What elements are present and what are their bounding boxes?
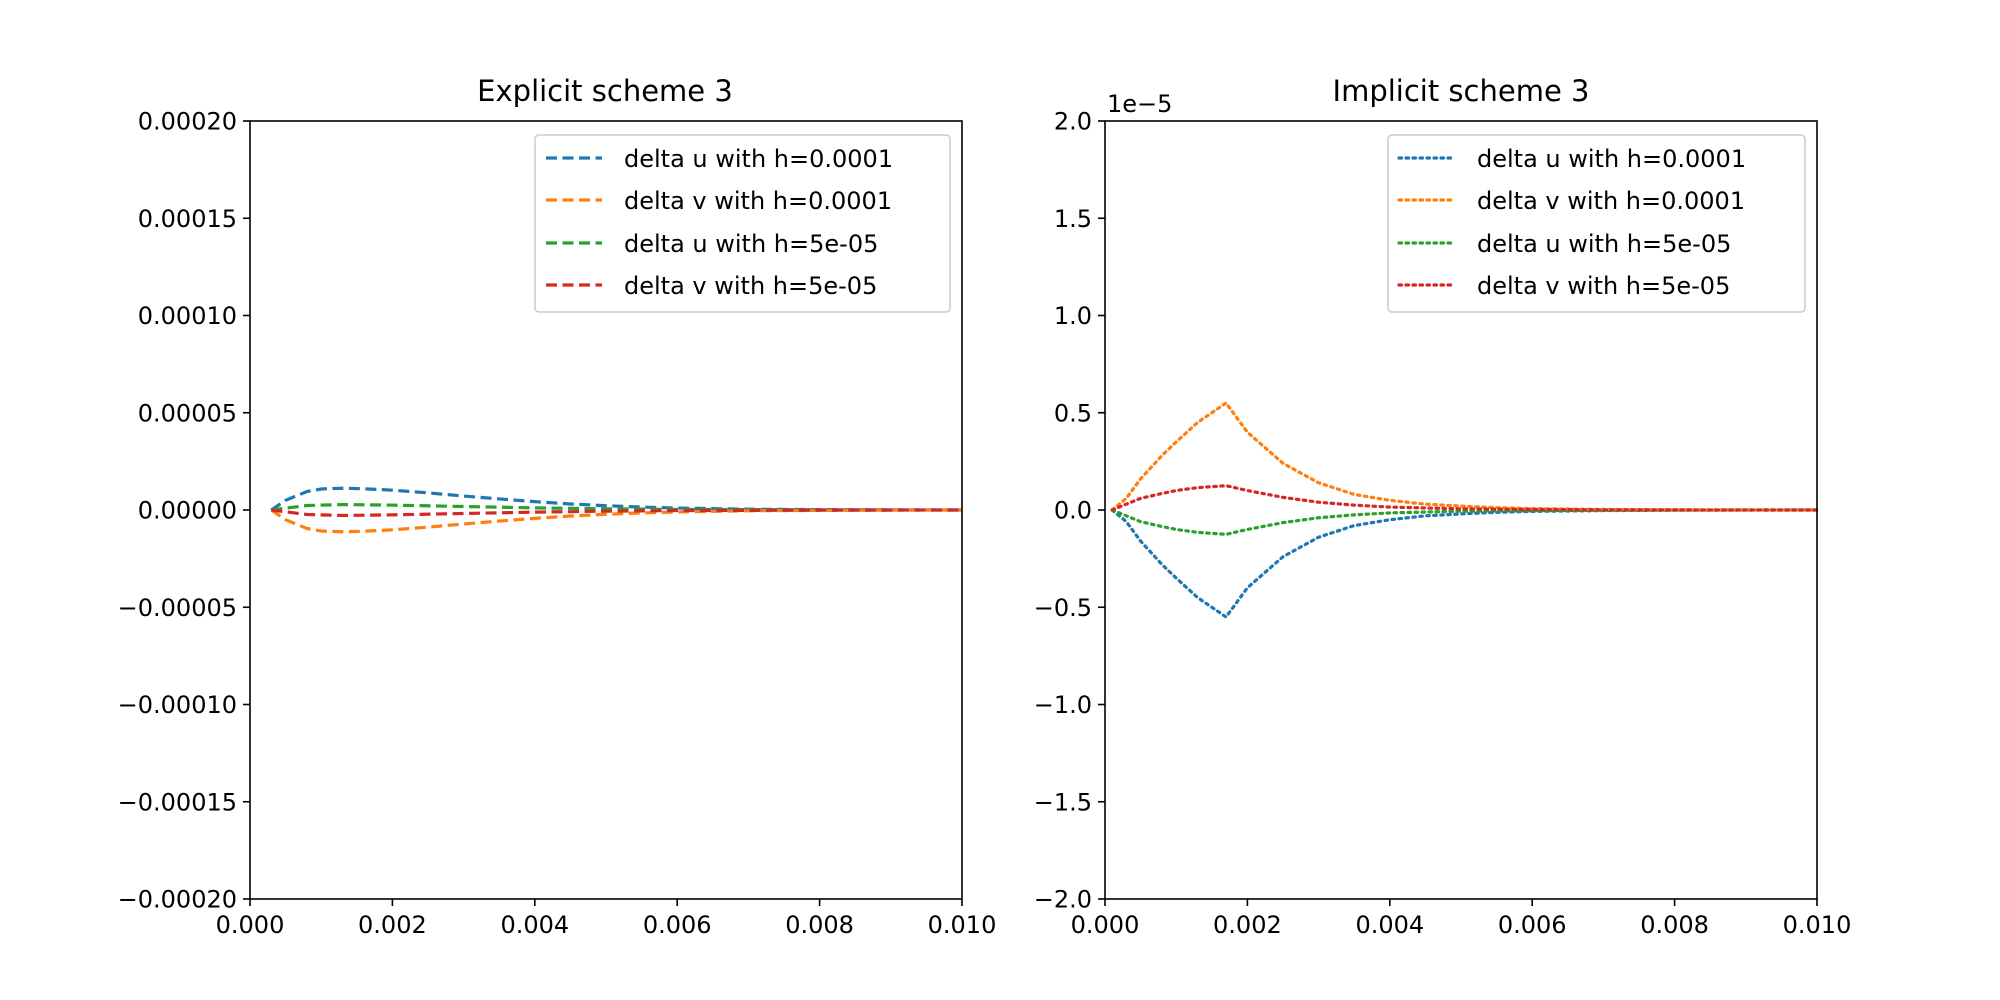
- explicit-legend-label-delta-v-h1e-4: delta v with h=0.0001: [624, 187, 892, 215]
- explicit-legend-label-delta-u-h1e-4: delta u with h=0.0001: [624, 145, 893, 173]
- explicit-y-tick-label: −0.00015: [118, 788, 237, 816]
- implicit-y-tick-label: 2.0: [1054, 108, 1092, 136]
- implicit-y-tick-label: 0.0: [1054, 497, 1092, 525]
- explicit-legend: delta u with h=0.0001 delta v with h=0.0…: [534, 134, 951, 313]
- explicit-x-tick-label: 0.008: [785, 911, 854, 939]
- implicit-series-group: [1110, 400, 1819, 620]
- explicit-series-group: [270, 486, 963, 534]
- explicit-y-tick-label: 0.00015: [138, 205, 237, 233]
- implicit-legend-label-delta-u-h5e-5: delta u with h=5e-05: [1477, 230, 1731, 258]
- explicit-x-tick-label: 0.006: [643, 911, 712, 939]
- implicit-legend-box: [1387, 134, 1806, 313]
- implicit-y-tick-label: −2.0: [1034, 886, 1092, 914]
- implicit-y-tick-label: −0.5: [1034, 594, 1092, 622]
- explicit-y-tick-label: −0.00020: [118, 886, 237, 914]
- explicit-y-tick-label: −0.00005: [118, 594, 237, 622]
- explicit-y-axis: 0.00020 0.00015 0.00010 0.00005 0.00000 −0.00…: [118, 108, 250, 914]
- implicit-x-tick-label: 0.008: [1640, 911, 1709, 939]
- implicit-legend: delta u with h=0.0001 delta v with h=0.0…: [1387, 134, 1806, 313]
- implicit-legend-label-delta-v-h1e-4: delta v with h=0.0001: [1477, 187, 1745, 215]
- implicit-x-tick-label: 0.002: [1213, 911, 1282, 939]
- explicit-series-line-delta-v-with-h-0-0001: [270, 508, 963, 534]
- implicit-y-tick-label: 1.0: [1054, 302, 1092, 330]
- implicit-legend-label-delta-u-h1e-4: delta u with h=0.0001: [1477, 145, 1746, 173]
- implicit-x-axis: 0.000 0.002 0.004 0.006 0.008 0.010: [1071, 899, 1852, 939]
- implicit-y-offset-label: 1e−5: [1107, 90, 1172, 118]
- explicit-x-tick-label: 0.002: [358, 911, 427, 939]
- implicit-chart-title: Implicit scheme 3: [1333, 74, 1590, 108]
- explicit-x-tick-label: 0.010: [928, 911, 997, 939]
- implicit-scheme-chart: Implicit scheme 3 1e−5 0.000 0.002 0.004 0.…: [1034, 74, 1852, 939]
- explicit-legend-box: [534, 134, 951, 313]
- implicit-y-tick-label: −1.5: [1034, 788, 1092, 816]
- implicit-y-tick-label: 1.5: [1054, 205, 1092, 233]
- explicit-series-line-delta-v-with-h-5e-05: [271, 508, 963, 518]
- implicit-x-tick-label: 0.010: [1783, 911, 1852, 939]
- explicit-legend-label-delta-v-h5e-5: delta v with h=5e-05: [624, 272, 877, 300]
- explicit-y-tick-label: −0.00010: [118, 691, 237, 719]
- explicit-series-line-delta-u-with-h-5e-05: [271, 502, 963, 512]
- explicit-legend-label-delta-u-h5e-5: delta u with h=5e-05: [624, 230, 878, 258]
- implicit-x-tick-label: 0.004: [1355, 911, 1424, 939]
- implicit-series-line-delta-v-with-h-5e-05: [1110, 484, 1819, 512]
- explicit-chart-title: Explicit scheme 3: [477, 74, 733, 108]
- implicit-y-tick-label: 0.5: [1054, 399, 1092, 427]
- explicit-x-tick-label: 0.000: [216, 911, 285, 939]
- explicit-y-tick-label: 0.00010: [138, 302, 237, 330]
- implicit-y-tick-label: −1.0: [1034, 691, 1092, 719]
- implicit-legend-label-delta-v-h5e-5: delta v with h=5e-05: [1477, 272, 1730, 300]
- explicit-y-tick-label: 0.00020: [138, 108, 237, 136]
- implicit-x-tick-label: 0.000: [1071, 911, 1140, 939]
- explicit-y-tick-label: 0.00000: [138, 497, 237, 525]
- explicit-x-tick-label: 0.004: [500, 911, 569, 939]
- implicit-y-axis: 2.0 1.5 1.0 0.5 0.0 −0.5 −1.0 −1.5 −2.0: [1034, 108, 1105, 914]
- explicit-scheme-chart: Explicit scheme 3 0.000 0.002 0.004 0.006 0.…: [118, 74, 997, 939]
- implicit-x-tick-label: 0.006: [1498, 911, 1567, 939]
- explicit-y-tick-label: 0.00005: [138, 399, 237, 427]
- explicit-x-axis: 0.000 0.002 0.004 0.006 0.008 0.010: [216, 899, 997, 939]
